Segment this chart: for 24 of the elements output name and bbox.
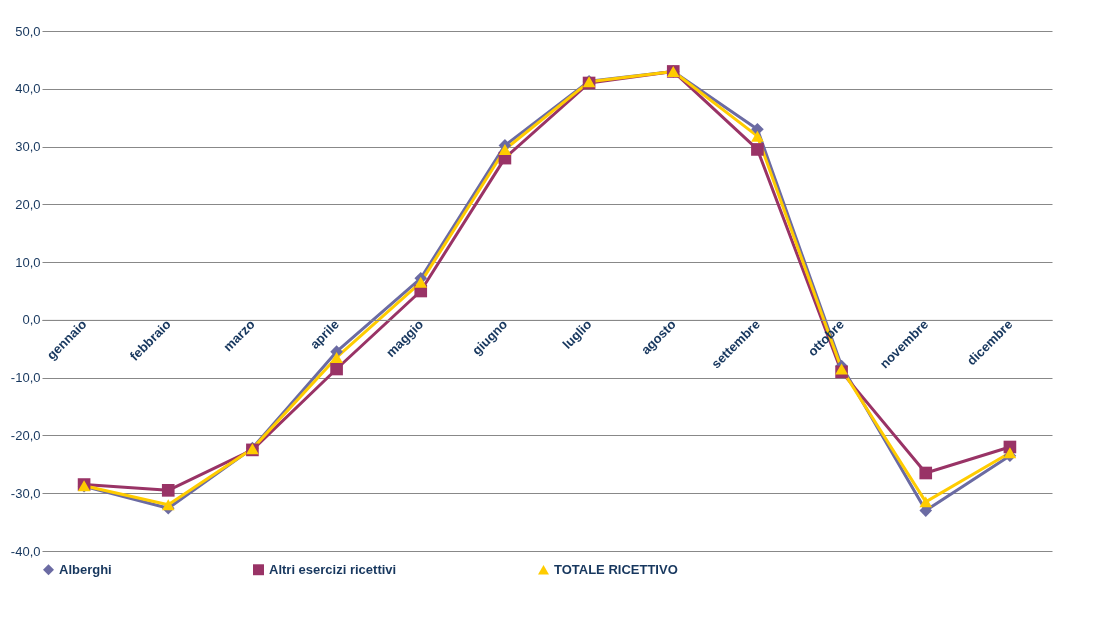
- y-tick-label: 50,0: [15, 23, 41, 39]
- point: [919, 496, 933, 508]
- point: [498, 143, 512, 155]
- legend-label: TOTALE RICETTIVO: [554, 561, 678, 577]
- y-tick-label: 40,0: [15, 81, 41, 97]
- point: [330, 351, 343, 363]
- point: [751, 143, 764, 156]
- y-tick-label: 10,0: [15, 254, 41, 270]
- y-tick-label: -10,0: [10, 370, 41, 386]
- point: [414, 276, 428, 288]
- y-tick-label: 20,0: [15, 196, 41, 212]
- point: [835, 363, 848, 375]
- y-tick-label: 0,0: [22, 312, 41, 328]
- y-tick-label: 30,0: [15, 139, 41, 155]
- y-tick-label: -20,0: [10, 427, 41, 443]
- point: [919, 466, 933, 480]
- point: [161, 484, 175, 497]
- y-tick-label: -30,0: [10, 485, 41, 501]
- legend-label: Altri esercizi ricettivi: [269, 561, 397, 577]
- y-tick-label: -40,0: [10, 543, 41, 559]
- legend-label: Alberghi: [59, 561, 112, 577]
- point: [161, 499, 175, 511]
- point: [330, 362, 343, 376]
- point: [751, 130, 764, 142]
